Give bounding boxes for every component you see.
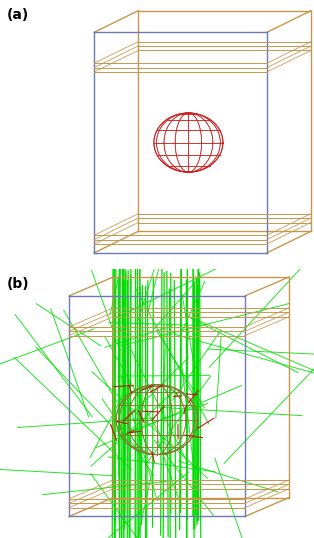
Text: (b): (b) — [6, 277, 29, 291]
Text: (a): (a) — [6, 8, 29, 22]
